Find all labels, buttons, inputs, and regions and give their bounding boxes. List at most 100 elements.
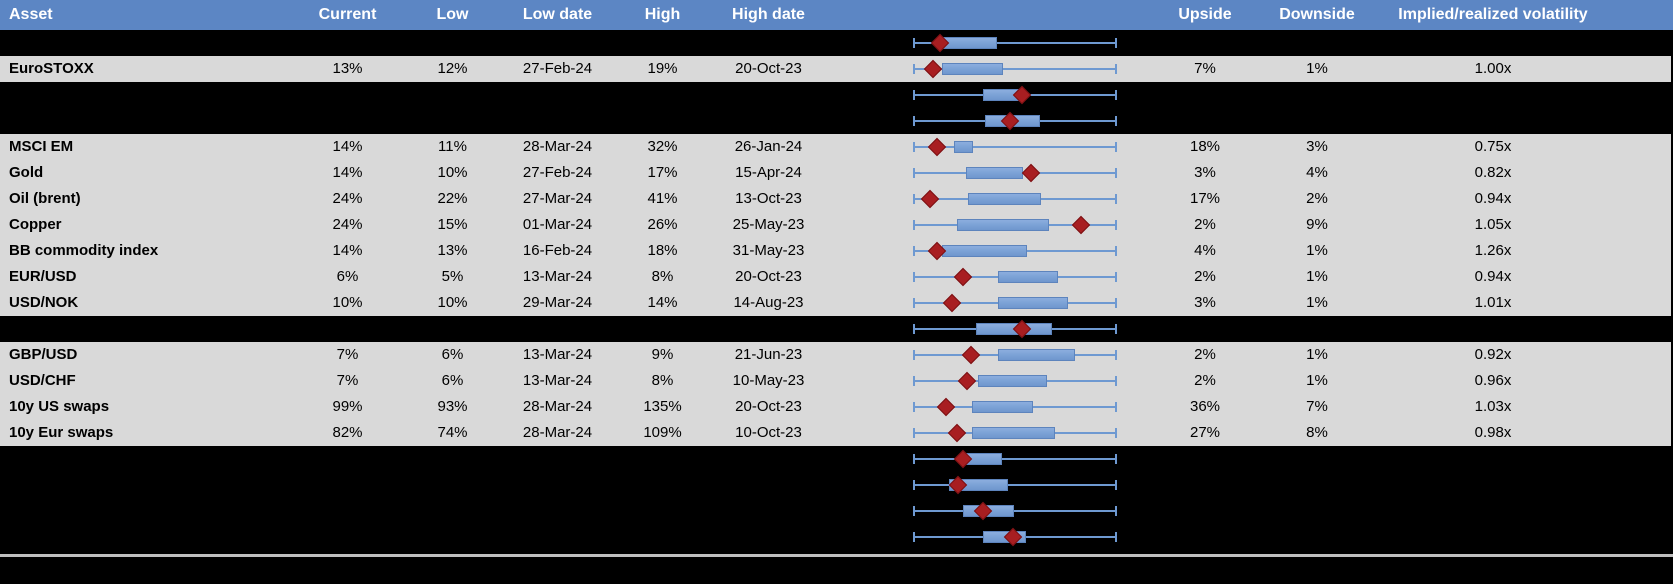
cell-downside[interactable]: 9% bbox=[1306, 216, 1328, 233]
cell-current[interactable] bbox=[295, 30, 400, 56]
header-cell-implied-realized-volatility[interactable]: Implied/realized volatility bbox=[1398, 6, 1588, 23]
cell-current[interactable]: 24% bbox=[332, 190, 363, 207]
cell-low-date[interactable]: 13-Mar-24 bbox=[522, 372, 593, 389]
cell-upside[interactable] bbox=[1148, 316, 1262, 342]
cell-low-date[interactable] bbox=[505, 82, 610, 108]
cell-upside[interactable] bbox=[1148, 82, 1262, 108]
cell-upside[interactable]: 2% bbox=[1194, 216, 1216, 233]
cell-high[interactable]: 8% bbox=[651, 268, 674, 285]
cell-low-date[interactable] bbox=[505, 446, 610, 472]
cell-low-date[interactable] bbox=[505, 108, 610, 134]
cell-low-date[interactable] bbox=[505, 30, 610, 56]
cell-downside[interactable]: 1% bbox=[1306, 268, 1328, 285]
cell-low[interactable]: 12% bbox=[437, 60, 468, 77]
cell-low[interactable] bbox=[400, 30, 505, 56]
cell-implied-realized-volatility[interactable]: 0.92x bbox=[1474, 346, 1512, 363]
cell-high-date[interactable]: 14-Aug-23 bbox=[733, 294, 804, 311]
cell-high[interactable]: 135% bbox=[643, 398, 682, 415]
cell-asset[interactable] bbox=[0, 472, 304, 498]
cell-low-date[interactable] bbox=[505, 524, 610, 550]
cell-downside[interactable]: 1% bbox=[1306, 60, 1328, 77]
cell-downside[interactable]: 2% bbox=[1306, 190, 1328, 207]
cell-low[interactable] bbox=[400, 446, 505, 472]
cell-high[interactable] bbox=[610, 524, 715, 550]
cell-implied-realized-volatility[interactable]: 1.00x bbox=[1474, 60, 1512, 77]
cell-current[interactable]: 14% bbox=[332, 138, 363, 155]
cell-low[interactable]: 93% bbox=[437, 398, 468, 415]
cell-low[interactable]: 10% bbox=[437, 164, 468, 181]
cell-downside[interactable]: 7% bbox=[1306, 398, 1328, 415]
cell-downside[interactable] bbox=[1262, 108, 1372, 134]
cell-high[interactable] bbox=[610, 108, 715, 134]
cell-current[interactable]: 10% bbox=[332, 294, 363, 311]
cell-asset[interactable]: EuroSTOXX bbox=[9, 60, 94, 77]
cell-implied-realized-volatility[interactable] bbox=[1372, 30, 1614, 56]
cell-high-date[interactable]: 20-Oct-23 bbox=[735, 398, 802, 415]
cell-low-date[interactable] bbox=[505, 316, 610, 342]
cell-current[interactable]: 6% bbox=[336, 268, 359, 285]
cell-high-date[interactable]: 10-May-23 bbox=[732, 372, 805, 389]
cell-asset[interactable]: Copper bbox=[9, 216, 62, 233]
cell-upside[interactable] bbox=[1148, 472, 1262, 498]
cell-low-date[interactable] bbox=[505, 498, 610, 524]
cell-high[interactable]: 41% bbox=[647, 190, 678, 207]
cell-low-date[interactable]: 28-Mar-24 bbox=[522, 398, 593, 415]
cell-upside[interactable]: 27% bbox=[1189, 424, 1221, 441]
cell-current[interactable] bbox=[295, 524, 400, 550]
cell-low-date[interactable]: 28-Mar-24 bbox=[522, 138, 593, 155]
cell-asset[interactable]: 10y US swaps bbox=[9, 398, 110, 415]
cell-asset[interactable]: BB commodity index bbox=[9, 242, 159, 259]
cell-low[interactable]: 74% bbox=[437, 424, 468, 441]
cell-implied-realized-volatility[interactable] bbox=[1372, 524, 1614, 550]
cell-high-date[interactable]: 13-Oct-23 bbox=[735, 190, 802, 207]
cell-upside[interactable]: 2% bbox=[1194, 268, 1216, 285]
cell-upside[interactable] bbox=[1148, 498, 1262, 524]
cell-high-date[interactable]: 25-May-23 bbox=[732, 216, 805, 233]
cell-low[interactable] bbox=[400, 498, 505, 524]
cell-low[interactable]: 6% bbox=[441, 372, 464, 389]
cell-high[interactable]: 26% bbox=[647, 216, 678, 233]
cell-high[interactable] bbox=[610, 316, 715, 342]
cell-upside[interactable]: 3% bbox=[1194, 164, 1216, 181]
cell-downside[interactable]: 8% bbox=[1306, 424, 1328, 441]
cell-low[interactable]: 11% bbox=[438, 138, 467, 155]
cell-upside[interactable]: 3% bbox=[1194, 294, 1216, 311]
cell-low-date[interactable] bbox=[505, 472, 610, 498]
cell-current[interactable]: 13% bbox=[332, 60, 363, 77]
cell-asset[interactable]: Oil (brent) bbox=[9, 190, 81, 207]
cell-upside[interactable]: 2% bbox=[1194, 372, 1216, 389]
cell-implied-realized-volatility[interactable]: 0.94x bbox=[1474, 268, 1512, 285]
cell-low-date[interactable]: 29-Mar-24 bbox=[522, 294, 593, 311]
cell-downside[interactable]: 1% bbox=[1306, 346, 1328, 363]
cell-low-date[interactable]: 27-Feb-24 bbox=[522, 164, 593, 181]
cell-upside[interactable]: 17% bbox=[1189, 190, 1221, 207]
cell-low[interactable]: 13% bbox=[437, 242, 468, 259]
cell-implied-realized-volatility[interactable]: 1.01x bbox=[1474, 294, 1512, 311]
cell-asset[interactable] bbox=[0, 30, 304, 56]
cell-downside[interactable] bbox=[1262, 472, 1372, 498]
cell-low[interactable] bbox=[400, 316, 505, 342]
header-cell-low[interactable]: Low bbox=[436, 6, 469, 23]
cell-asset[interactable] bbox=[0, 82, 304, 108]
header-cell-high[interactable]: High bbox=[644, 6, 681, 23]
cell-low-date[interactable]: 16-Feb-24 bbox=[522, 242, 593, 259]
cell-low-date[interactable]: 27-Mar-24 bbox=[522, 190, 593, 207]
cell-high-date[interactable]: 10-Oct-23 bbox=[735, 424, 802, 441]
cell-current[interactable] bbox=[295, 316, 400, 342]
cell-asset[interactable] bbox=[0, 316, 304, 342]
cell-implied-realized-volatility[interactable] bbox=[1372, 472, 1614, 498]
cell-upside[interactable]: 2% bbox=[1194, 346, 1216, 363]
cell-asset[interactable]: Gold bbox=[9, 164, 44, 181]
cell-downside[interactable] bbox=[1262, 316, 1372, 342]
header-cell-upside[interactable]: Upside bbox=[1178, 6, 1232, 23]
cell-high[interactable]: 19% bbox=[647, 60, 678, 77]
cell-high-date[interactable]: 20-Oct-23 bbox=[735, 60, 802, 77]
cell-downside[interactable]: 1% bbox=[1306, 294, 1328, 311]
cell-low-date[interactable]: 28-Mar-24 bbox=[522, 424, 593, 441]
cell-upside[interactable] bbox=[1148, 30, 1262, 56]
header-cell-high-date[interactable]: High date bbox=[732, 6, 805, 23]
cell-asset[interactable] bbox=[0, 446, 304, 472]
cell-asset[interactable] bbox=[0, 108, 304, 134]
cell-low[interactable]: 22% bbox=[437, 190, 468, 207]
cell-low[interactable] bbox=[400, 108, 505, 134]
